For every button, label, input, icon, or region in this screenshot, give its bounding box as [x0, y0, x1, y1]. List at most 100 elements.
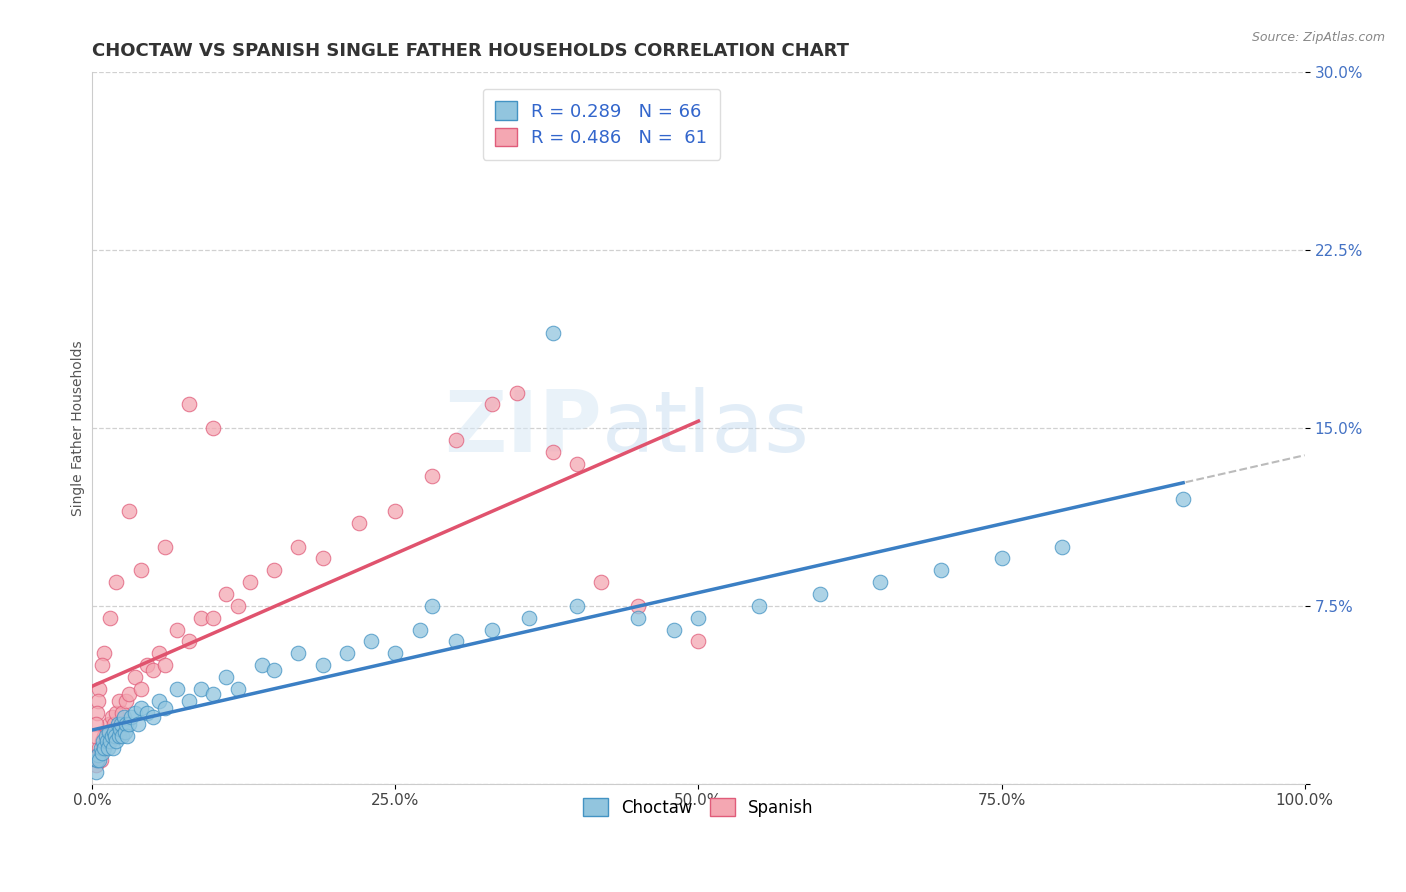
Point	[94, 734, 117, 748]
Point	[96, 734, 118, 748]
Point	[153, 540, 176, 554]
Point	[627, 599, 650, 613]
Point	[142, 710, 165, 724]
Point	[420, 468, 443, 483]
Point	[226, 599, 249, 613]
Point	[89, 753, 111, 767]
Y-axis label: Single Father Households: Single Father Households	[72, 340, 86, 516]
Point	[127, 717, 149, 731]
Point	[124, 670, 146, 684]
Point	[101, 741, 124, 756]
Text: atlas: atlas	[602, 386, 810, 469]
Text: ZIP: ZIP	[444, 386, 602, 469]
Point	[148, 646, 170, 660]
Point	[100, 724, 122, 739]
Point	[153, 701, 176, 715]
Point	[90, 746, 112, 760]
Point	[135, 658, 157, 673]
Point	[115, 694, 138, 708]
Legend: Choctaw, Spanish: Choctaw, Spanish	[575, 789, 823, 825]
Point	[124, 706, 146, 720]
Point	[179, 634, 201, 648]
Point	[86, 753, 108, 767]
Point	[103, 717, 125, 731]
Point	[97, 741, 120, 756]
Point	[541, 326, 564, 341]
Point	[567, 457, 589, 471]
Point	[148, 694, 170, 708]
Point	[990, 551, 1012, 566]
Point	[84, 764, 107, 779]
Point	[505, 385, 527, 400]
Point	[117, 717, 139, 731]
Point	[87, 748, 110, 763]
Point	[91, 741, 114, 756]
Point	[96, 724, 118, 739]
Point	[541, 444, 564, 458]
Point	[90, 753, 112, 767]
Text: CHOCTAW VS SPANISH SINGLE FATHER HOUSEHOLDS CORRELATION CHART: CHOCTAW VS SPANISH SINGLE FATHER HOUSEHO…	[93, 42, 849, 60]
Point	[190, 611, 212, 625]
Point	[591, 575, 613, 590]
Point	[100, 734, 122, 748]
Point	[120, 710, 142, 724]
Point	[83, 729, 105, 743]
Point	[190, 681, 212, 696]
Point	[166, 681, 188, 696]
Point	[107, 717, 129, 731]
Point	[250, 658, 273, 673]
Point	[86, 706, 108, 720]
Point	[108, 729, 131, 743]
Point	[112, 710, 135, 724]
Point	[90, 658, 112, 673]
Point	[91, 734, 114, 748]
Point	[98, 724, 121, 739]
Point	[98, 717, 121, 731]
Point	[567, 599, 589, 613]
Point	[89, 681, 111, 696]
Point	[90, 734, 112, 748]
Point	[115, 717, 138, 731]
Point	[135, 706, 157, 720]
Point	[869, 575, 891, 590]
Point	[360, 634, 382, 648]
Point	[263, 663, 285, 677]
Point	[94, 729, 117, 743]
Point	[311, 658, 333, 673]
Point	[110, 717, 132, 731]
Point	[517, 611, 540, 625]
Point	[263, 563, 285, 577]
Point	[100, 710, 122, 724]
Point	[153, 658, 176, 673]
Point	[129, 681, 152, 696]
Point	[688, 611, 710, 625]
Point	[90, 741, 112, 756]
Point	[202, 421, 225, 435]
Point	[117, 687, 139, 701]
Point	[100, 611, 122, 625]
Point	[111, 706, 134, 720]
Point	[179, 397, 201, 411]
Point	[336, 646, 359, 660]
Point	[1050, 540, 1073, 554]
Point	[444, 634, 467, 648]
Point	[142, 663, 165, 677]
Point	[239, 575, 262, 590]
Point	[179, 694, 201, 708]
Point	[202, 687, 225, 701]
Point	[84, 757, 107, 772]
Point	[214, 670, 236, 684]
Point	[688, 634, 710, 648]
Point	[89, 741, 111, 756]
Point	[214, 587, 236, 601]
Point	[84, 717, 107, 731]
Point	[311, 551, 333, 566]
Point	[287, 646, 309, 660]
Point	[384, 504, 406, 518]
Point	[97, 729, 120, 743]
Point	[108, 694, 131, 708]
Point	[287, 540, 309, 554]
Point	[87, 748, 110, 763]
Point	[100, 729, 122, 743]
Point	[748, 599, 770, 613]
